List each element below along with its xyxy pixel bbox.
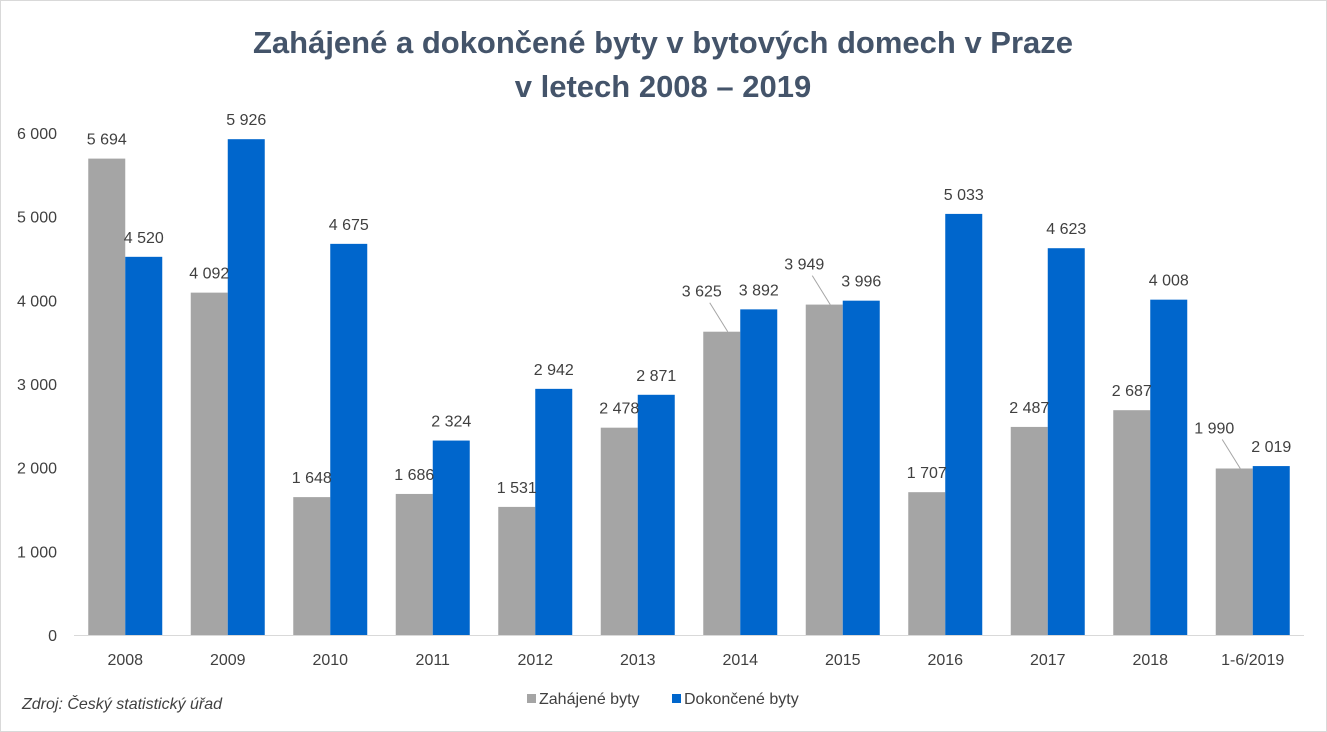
legend-label: Zahájené byty [539, 691, 640, 708]
x-tick-label: 2009 [210, 652, 246, 669]
data-label: 1 990 [1194, 421, 1234, 438]
y-tick-label: 0 [48, 628, 57, 645]
y-tick-label: 2 000 [17, 461, 57, 478]
data-label-leader [1221, 439, 1241, 469]
data-label: 1 686 [394, 467, 434, 484]
data-label: 5 033 [944, 187, 984, 204]
bar-dokoncene [1150, 299, 1188, 635]
x-tick-label: 1-6/2019 [1221, 652, 1284, 669]
data-label: 3 949 [784, 257, 824, 274]
x-tick-label: 2015 [825, 652, 861, 669]
bar-dokoncene [842, 300, 880, 635]
data-label: 2 871 [636, 368, 676, 385]
x-tick-label: 2010 [312, 652, 348, 669]
x-tick-label: 2017 [1030, 652, 1066, 669]
bar-dokoncene [740, 309, 778, 635]
y-tick-label: 3 000 [17, 377, 57, 394]
data-label: 2 687 [1112, 383, 1152, 400]
chart-title-line-1: Zahájené a dokončené byty v bytových dom… [253, 25, 1073, 60]
data-label: 1 707 [907, 465, 947, 482]
data-labels: 5 694 4 520 4 092 5 926 1 648 4 675 1 686 2 324… [87, 112, 1292, 497]
y-tick-label: 1 000 [17, 544, 57, 561]
x-tick-label: 2018 [1132, 652, 1168, 669]
data-label: 5 694 [87, 132, 127, 149]
data-label: 2 478 [599, 401, 639, 418]
legend-label: Dokončené byty [684, 691, 799, 708]
x-tick-label: 2008 [107, 652, 143, 669]
x-tick-label: 2012 [517, 652, 553, 669]
bar-dokoncene [1252, 466, 1290, 635]
bar-zahajene [190, 292, 228, 635]
bars [88, 139, 1290, 636]
x-tick-label: 2014 [722, 652, 758, 669]
bar-zahajene [908, 492, 946, 635]
y-axis: 0 1 000 2 000 3 000 4 000 5 000 6 000 [17, 126, 57, 645]
chart-title-line-2: v letech 2008 – 2019 [515, 69, 811, 104]
data-label: 2 324 [431, 414, 471, 431]
bar-zahajene [703, 331, 741, 635]
bar-zahajene [805, 304, 843, 635]
bar-zahajene [1010, 426, 1048, 635]
bar-dokoncene [637, 394, 675, 635]
bar-zahajene [88, 158, 126, 636]
data-label-leader [709, 302, 729, 332]
bar-zahajene [1215, 468, 1253, 635]
bar-dokoncene [330, 243, 368, 635]
data-label: 2 487 [1009, 400, 1049, 417]
data-label: 4 092 [189, 266, 229, 283]
y-tick-label: 6 000 [17, 126, 57, 143]
bar-dokoncene [945, 213, 983, 635]
source-note: Zdroj: Český statistický úřad [22, 696, 223, 713]
legend-swatch [527, 694, 536, 703]
legend: Zahájené byty Dokončené byty [527, 691, 799, 708]
bar-zahajene [395, 493, 433, 635]
bar-dokoncene [227, 139, 265, 635]
data-label: 4 675 [329, 217, 369, 234]
x-tick-label: 2013 [620, 652, 656, 669]
x-axis: 2008 2009 2010 2011 2012 2013 2014 2015 2016 2017… [74, 635, 1304, 669]
data-label: 2 019 [1251, 439, 1291, 456]
bar-dokoncene [535, 388, 573, 635]
bar-dokoncene [125, 256, 163, 635]
data-label: 3 996 [841, 274, 881, 291]
x-tick-label: 2016 [927, 652, 963, 669]
data-label: 5 926 [226, 112, 266, 129]
bar-zahajene [600, 427, 638, 635]
legend-swatch [672, 694, 681, 703]
bar-zahajene [498, 506, 536, 635]
data-label: 4 008 [1149, 273, 1189, 290]
data-label: 1 648 [292, 470, 332, 487]
data-label: 4 520 [124, 230, 164, 247]
data-label: 4 623 [1046, 221, 1086, 238]
bar-dokoncene [1047, 248, 1085, 636]
bar-dokoncene [432, 440, 470, 635]
x-tick-label: 2011 [416, 652, 451, 669]
data-label-leader [811, 275, 831, 305]
data-label: 2 942 [534, 362, 574, 379]
data-label: 1 531 [497, 480, 537, 497]
y-tick-label: 4 000 [17, 293, 57, 310]
data-label: 3 892 [739, 282, 779, 299]
bar-zahajene [293, 497, 331, 635]
data-label: 3 625 [682, 284, 722, 301]
bar-zahajene [1113, 410, 1151, 635]
y-tick-label: 5 000 [17, 210, 57, 227]
